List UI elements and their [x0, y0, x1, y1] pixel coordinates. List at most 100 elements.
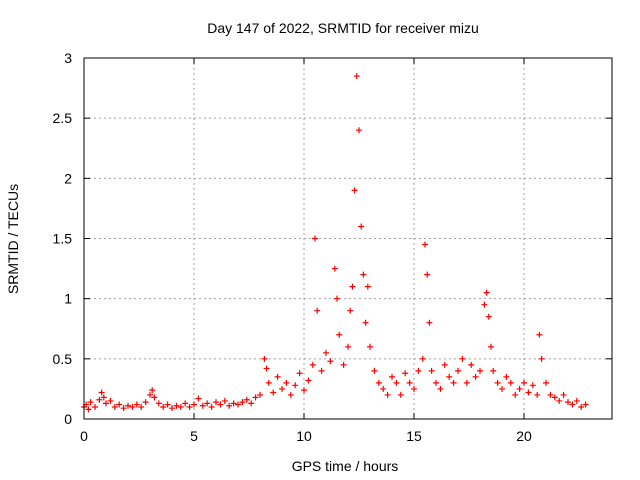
data-point [437, 385, 444, 392]
data-point [336, 331, 343, 338]
data-point [521, 379, 527, 386]
data-point [230, 400, 237, 407]
x-tick-label: 10 [296, 428, 312, 444]
data-point [103, 400, 109, 407]
data-point [406, 379, 413, 386]
x-tick-label: 15 [406, 428, 422, 444]
data-point [160, 403, 167, 410]
data-point [318, 367, 325, 374]
data-point [573, 397, 580, 404]
x-axis-label: GPS time / hours [292, 458, 399, 474]
data-point [512, 391, 519, 398]
data-point [120, 405, 127, 412]
data-point [477, 367, 483, 374]
data-point [419, 355, 426, 362]
data-point [248, 400, 255, 407]
data-point [450, 379, 457, 386]
data-point [235, 401, 241, 408]
data-point [334, 295, 340, 302]
data-point [182, 400, 189, 407]
data-point [217, 401, 224, 408]
y-tick-label: 2 [64, 170, 72, 186]
data-point [424, 271, 431, 278]
data-point [92, 403, 98, 410]
data-point [384, 391, 391, 398]
data-point [327, 358, 334, 365]
data-point [426, 319, 433, 326]
data-point [459, 355, 466, 362]
data-point [164, 401, 171, 408]
data-point [543, 379, 549, 386]
data-point [261, 355, 268, 362]
data-point [283, 379, 290, 386]
data-point [151, 394, 158, 401]
data-point [455, 367, 461, 374]
data-point [208, 403, 215, 410]
data-point [292, 382, 299, 389]
data-point [226, 402, 233, 409]
data-points [81, 73, 589, 413]
data-point [349, 283, 356, 290]
y-tick-label: 1 [64, 291, 72, 307]
data-point [433, 379, 439, 386]
data-point [485, 313, 492, 320]
data-point [186, 403, 193, 410]
data-point [569, 401, 576, 408]
data-point [534, 391, 541, 398]
data-point [169, 405, 175, 412]
data-point [138, 403, 145, 410]
data-point [551, 394, 558, 401]
y-tick-label: 2.5 [53, 110, 73, 126]
data-point [243, 396, 250, 403]
y-tick-label: 0.5 [53, 351, 73, 367]
data-point [565, 399, 571, 406]
data-point [274, 373, 281, 380]
data-point [402, 370, 409, 377]
data-point [507, 379, 514, 386]
data-point [323, 349, 329, 356]
data-point [560, 391, 567, 398]
data-point [314, 307, 321, 314]
data-point [296, 370, 303, 377]
data-point [149, 387, 156, 394]
data-point [98, 389, 105, 396]
data-point [481, 301, 488, 308]
data-point [270, 389, 277, 396]
y-tick-label: 3 [64, 50, 72, 66]
data-point [195, 395, 202, 402]
data-point [380, 385, 387, 392]
data-point [536, 331, 543, 338]
data-point [87, 399, 94, 406]
data-point [367, 343, 373, 350]
data-point [578, 403, 585, 410]
data-point [85, 406, 92, 413]
data-point [177, 403, 184, 410]
grid-lines [84, 58, 612, 419]
data-point [503, 373, 510, 380]
data-point [239, 399, 246, 406]
y-axis-label: SRMTID / TECUs [5, 184, 21, 294]
data-point [257, 391, 263, 398]
data-point [360, 271, 367, 278]
data-point [483, 289, 490, 296]
data-point [100, 394, 107, 401]
data-point [96, 396, 103, 403]
data-point [191, 401, 197, 408]
data-point [556, 397, 563, 404]
data-point [371, 367, 378, 374]
x-tick-label: 5 [190, 428, 198, 444]
data-point [279, 385, 285, 392]
data-point [199, 402, 206, 409]
data-point [345, 343, 351, 350]
data-point [125, 402, 131, 409]
data-point [411, 385, 417, 392]
data-point [301, 387, 307, 394]
data-point [287, 391, 294, 398]
data-point [516, 385, 523, 392]
data-point [441, 361, 448, 368]
data-point [358, 223, 365, 230]
data-point [446, 373, 453, 380]
data-point [529, 382, 536, 389]
